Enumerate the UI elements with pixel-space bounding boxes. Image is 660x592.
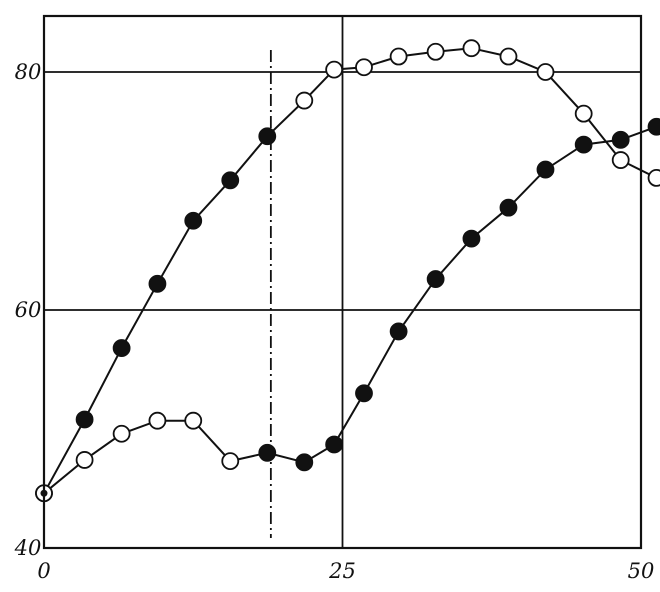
series-1-point-9 xyxy=(325,60,344,79)
series-1-point-8 xyxy=(295,91,314,110)
x-tick-label-50: 50 xyxy=(628,559,655,583)
series-2-point-14 xyxy=(499,198,518,217)
series-2-point-13 xyxy=(462,229,481,248)
series-2-point-7 xyxy=(258,443,277,462)
series-2-point-6 xyxy=(221,452,240,471)
series-1-point-7 xyxy=(258,127,277,146)
series-1-point-4 xyxy=(148,274,167,293)
grid-layer xyxy=(44,16,641,548)
series-2-point-3 xyxy=(112,424,131,443)
series-2-point-9 xyxy=(325,435,344,454)
series-2-point-15 xyxy=(536,160,555,179)
series-1-point-18 xyxy=(647,169,660,187)
series-1-point-16 xyxy=(574,104,593,123)
series-1-point-12 xyxy=(426,42,445,61)
plot-frame xyxy=(42,14,643,550)
x-tick-label-0: 0 xyxy=(37,559,50,583)
series-2-point-18 xyxy=(647,117,660,136)
series-2-point-8 xyxy=(295,453,314,472)
series-2-point-11 xyxy=(389,322,408,341)
series-1-point-5 xyxy=(184,211,203,230)
series-2-point-10 xyxy=(355,384,373,403)
series-2-point-5 xyxy=(184,411,203,430)
series-1-point-10 xyxy=(355,58,373,77)
label-layer: 40 60 80 0 25 50 xyxy=(14,60,655,583)
series-1-point-14 xyxy=(499,47,518,66)
y-tick-label-80: 80 xyxy=(15,60,42,84)
series-1-line xyxy=(43,47,657,494)
series-1-point-6 xyxy=(221,171,240,190)
series-2-point-17 xyxy=(611,130,630,149)
x-tick-label-25: 25 xyxy=(328,559,356,583)
series-2-point-4 xyxy=(148,411,167,430)
series-1-point-11 xyxy=(389,47,408,66)
series-2-point-2 xyxy=(75,451,94,469)
series-1-point-2 xyxy=(75,410,94,429)
series-layer xyxy=(35,39,660,503)
series-1-point-15 xyxy=(536,63,555,81)
series-2-point-16 xyxy=(574,135,593,154)
y-tick-label-40: 40 xyxy=(14,536,42,560)
series-1-point-13 xyxy=(462,39,481,58)
y-tick-label-60: 60 xyxy=(15,298,42,322)
frame-layer xyxy=(42,14,643,550)
series-1-point-17 xyxy=(611,151,630,169)
series-1-point-3 xyxy=(112,339,131,357)
series-2-point-12 xyxy=(426,270,445,288)
